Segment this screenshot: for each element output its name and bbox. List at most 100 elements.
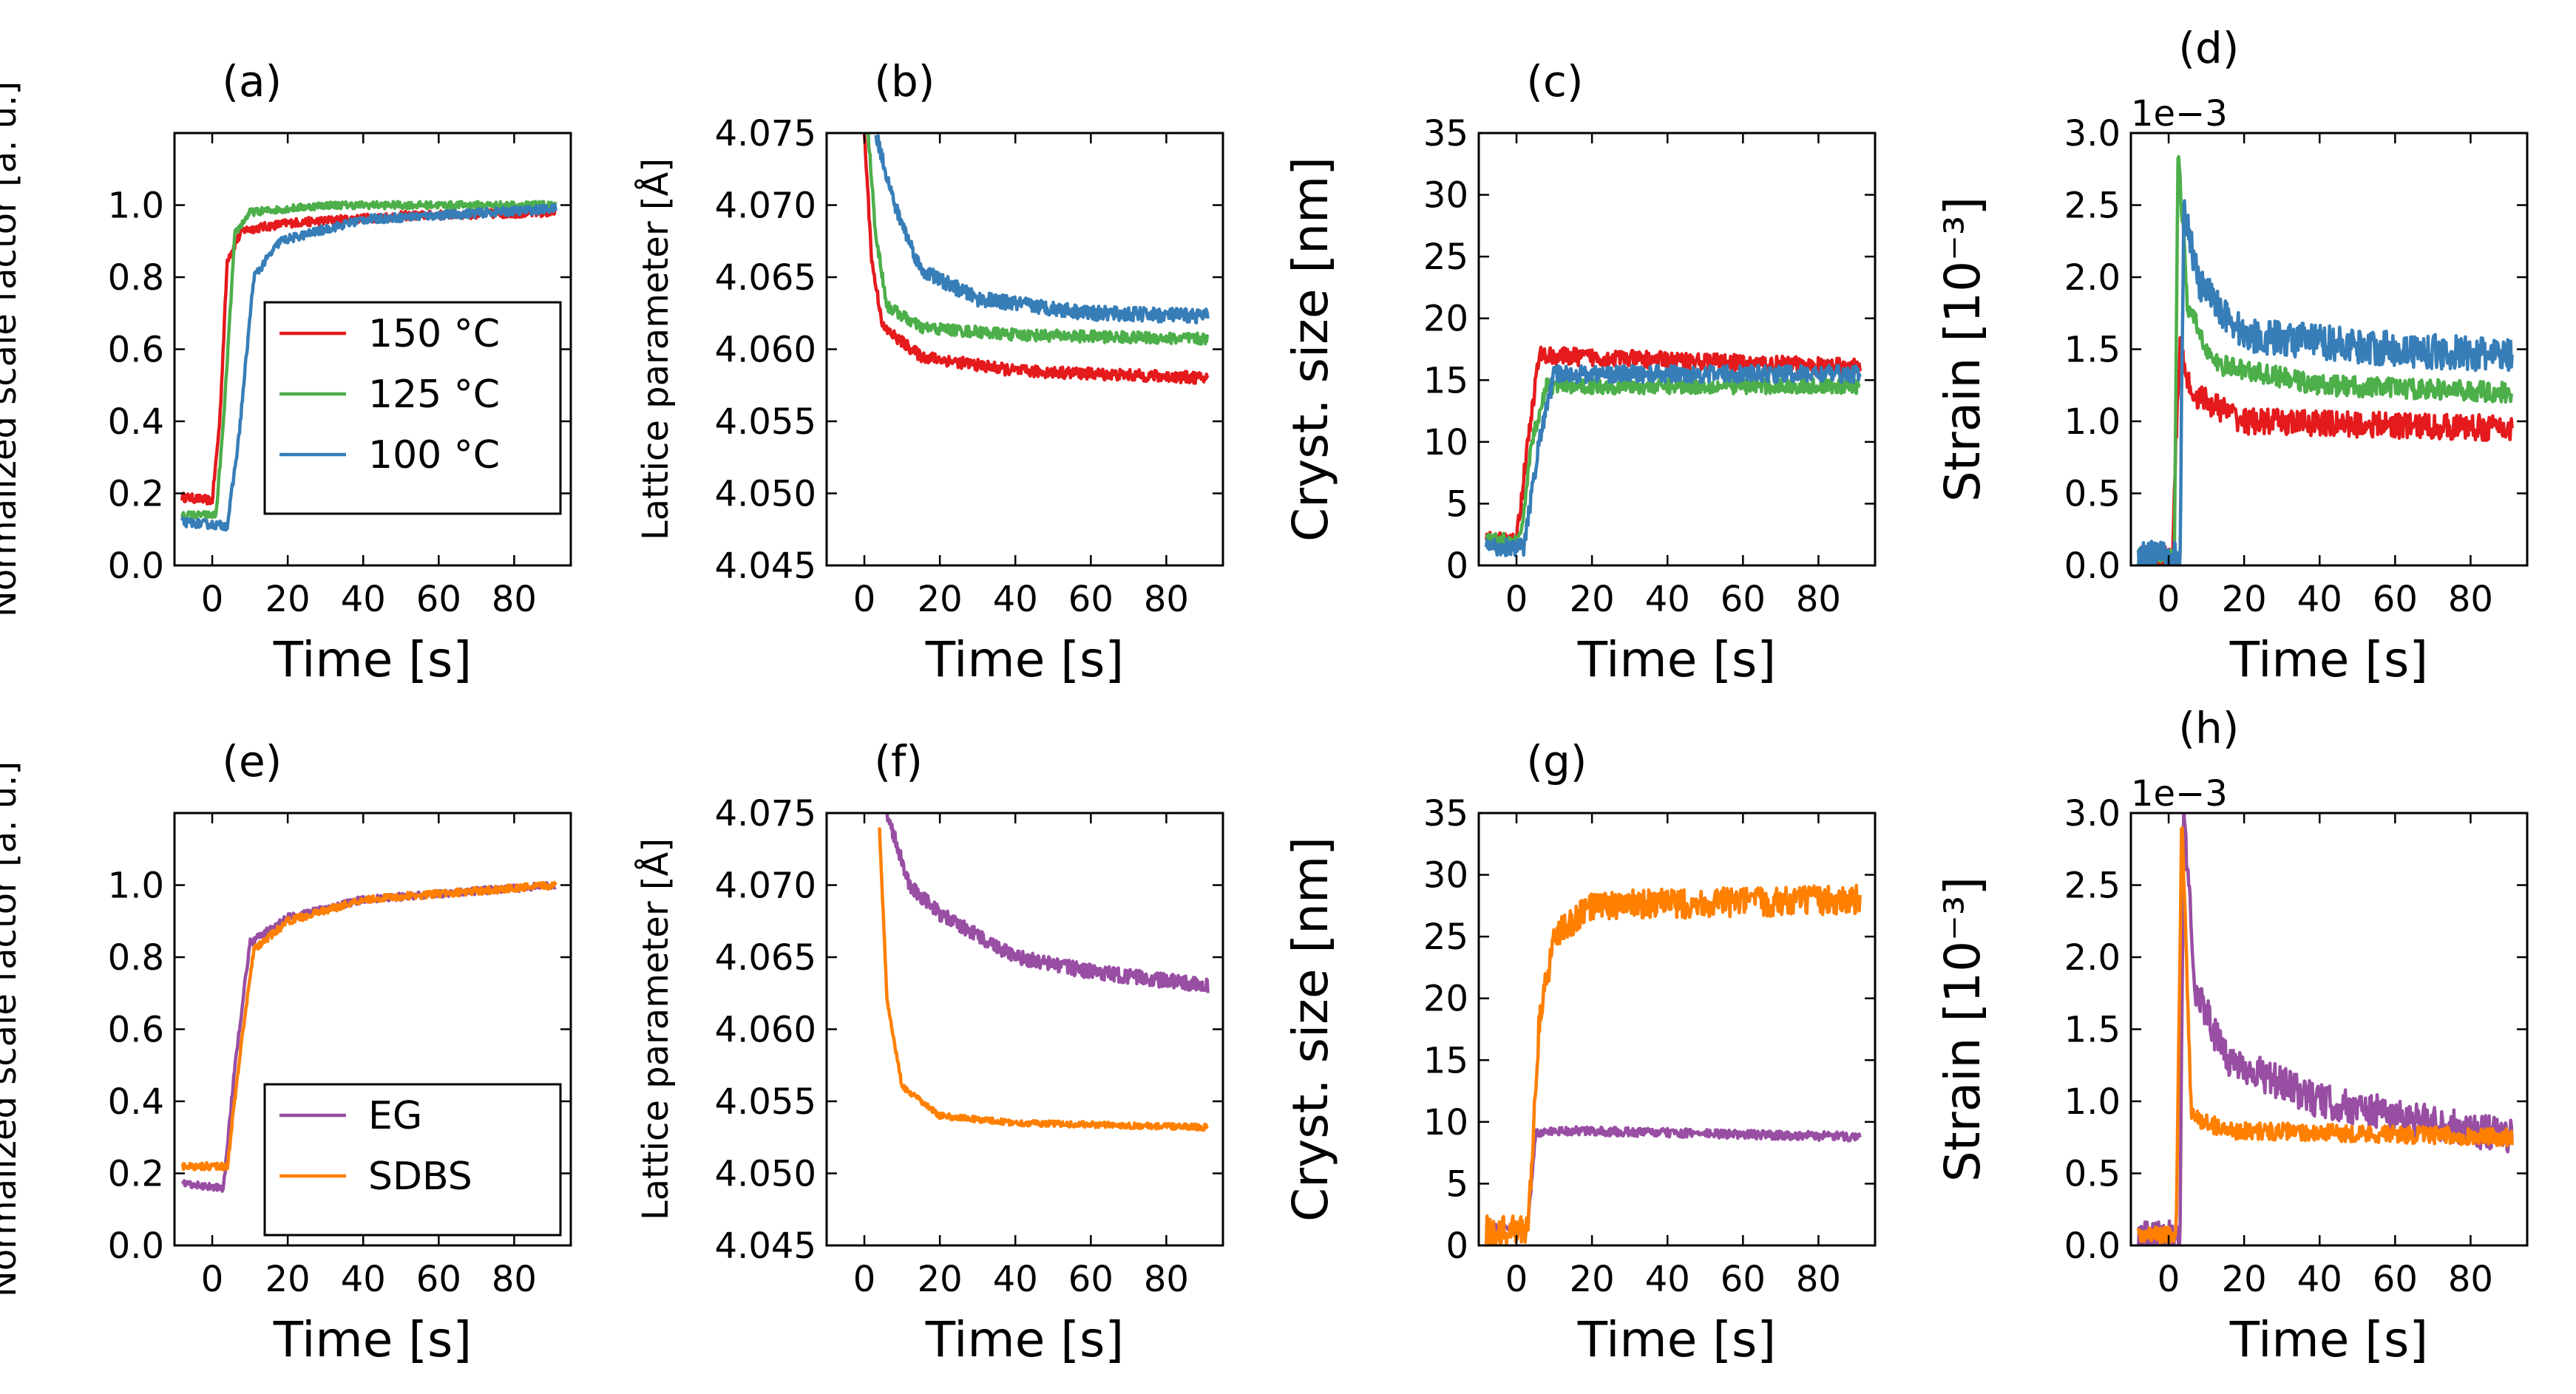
y-tick-label: 1.0 bbox=[2064, 401, 2121, 443]
x-tick-label: 80 bbox=[2448, 579, 2493, 620]
x-tick-label: 40 bbox=[1645, 1259, 1690, 1300]
panel-label: (b) bbox=[874, 56, 935, 106]
y-axis-label: Strain [10⁻³] bbox=[1934, 877, 1991, 1182]
panel-label: (h) bbox=[2178, 703, 2239, 753]
y-axis-label: Cryst. size [nm] bbox=[1282, 837, 1339, 1222]
y-tick-label: 30 bbox=[1423, 175, 1468, 217]
legend: EG SDBS bbox=[263, 1083, 562, 1237]
y-tick-label: 4.075 bbox=[715, 113, 816, 154]
legend-label: SDBS bbox=[368, 1155, 472, 1199]
x-tick-label: 60 bbox=[2373, 579, 2418, 620]
x-axis-label: Time [s] bbox=[925, 631, 1124, 688]
x-tick-label: 20 bbox=[918, 579, 963, 620]
series-line-c100 bbox=[2136, 199, 2514, 565]
x-tick-label: 20 bbox=[2222, 1259, 2267, 1300]
x-tick-label: 0 bbox=[201, 579, 224, 620]
y-tick-label: 2.5 bbox=[2064, 866, 2121, 907]
y-axis-label: Lattice parameter [Å] bbox=[634, 158, 677, 540]
series-line-EG bbox=[1485, 1125, 1862, 1233]
legend-box bbox=[263, 1083, 562, 1237]
y-tick-label: 1.5 bbox=[2064, 1010, 2121, 1051]
y-tick-label: 4.050 bbox=[715, 1154, 816, 1195]
y-tick-label: 5 bbox=[1445, 483, 1468, 525]
y-tick-label: 4.050 bbox=[715, 474, 816, 515]
x-tick-label: 20 bbox=[1570, 579, 1615, 620]
x-tick-label: 40 bbox=[993, 1259, 1038, 1300]
legend-label: EG bbox=[368, 1094, 422, 1138]
y-tick-label: 0.4 bbox=[108, 401, 164, 443]
plot-frame bbox=[825, 812, 1224, 1247]
y-tick-label: 4.055 bbox=[715, 1081, 816, 1123]
plot-frame bbox=[1477, 132, 1877, 567]
x-tick-label: 0 bbox=[2158, 579, 2180, 620]
axis-offset-text: 1e−3 bbox=[2131, 93, 2228, 135]
x-tick-label: 40 bbox=[993, 579, 1038, 620]
y-tick-label: 1.0 bbox=[2064, 1081, 2121, 1123]
x-tick-label: 40 bbox=[2297, 1259, 2342, 1300]
series-line-c125 bbox=[867, 133, 1210, 346]
y-tick-label: 3.0 bbox=[2064, 113, 2121, 154]
y-tick-label: 0.0 bbox=[2064, 1225, 2121, 1267]
y-tick-label: 2.5 bbox=[2064, 186, 2121, 227]
series-line-c150 bbox=[2137, 336, 2514, 565]
y-tick-label: 25 bbox=[1423, 237, 1468, 278]
y-tick-label: 0.5 bbox=[2064, 1154, 2121, 1195]
y-tick-label: 0.6 bbox=[108, 1010, 164, 1051]
x-tick-label: 60 bbox=[416, 1259, 461, 1300]
series-line-SDBS bbox=[180, 880, 557, 1172]
x-tick-label: 80 bbox=[1796, 579, 1841, 620]
y-axis-label: Cryst. size [nm] bbox=[1282, 157, 1339, 542]
series-line-EG bbox=[885, 813, 1210, 993]
panel-a: 0 20 40 60 80 0.0 0.2 0.4 0.6 0.8 1.0 Time [s] Norma… bbox=[0, 56, 572, 688]
x-tick-label: 0 bbox=[853, 579, 876, 620]
x-axis-label: Time [s] bbox=[2229, 1311, 2428, 1368]
panel-label: (d) bbox=[2178, 23, 2239, 73]
x-tick-label: 20 bbox=[2222, 579, 2267, 620]
panel-f: 0 20 40 60 80 4.045 4.050 4.055 4.060 4.065 4.070 4… bbox=[634, 736, 1224, 1368]
x-tick-label: 60 bbox=[416, 579, 461, 620]
y-tick-label: 3.0 bbox=[2064, 793, 2121, 834]
y-tick-label: 20 bbox=[1423, 979, 1468, 1020]
x-tick-label: 40 bbox=[1645, 579, 1690, 620]
plot-frame bbox=[1477, 812, 1877, 1247]
x-axis-label: Time [s] bbox=[1577, 631, 1776, 688]
y-tick-label: 0.0 bbox=[2064, 545, 2121, 587]
y-tick-label: 2.0 bbox=[2064, 257, 2121, 299]
panel-h: 0 20 40 60 80 0.0 0.5 1.0 1.5 2.0 2.5 3.0 Time [s] St… bbox=[1934, 703, 2529, 1368]
series-line-SDBS bbox=[1484, 883, 1862, 1245]
panel-label: (c) bbox=[1526, 56, 1583, 106]
series-line-c125 bbox=[2137, 154, 2514, 565]
series-line-c150 bbox=[862, 133, 1210, 385]
y-tick-label: 0.0 bbox=[108, 1225, 164, 1267]
series-line-EG bbox=[2137, 813, 2514, 1245]
panel-e: 0 20 40 60 80 0.0 0.2 0.4 0.6 0.8 1.0 Time [s] Norma… bbox=[0, 736, 572, 1368]
y-tick-label: 4.065 bbox=[715, 257, 816, 299]
y-tick-label: 15 bbox=[1423, 1040, 1468, 1081]
x-tick-label: 20 bbox=[265, 1259, 311, 1300]
x-tick-label: 60 bbox=[2373, 1259, 2418, 1300]
x-tick-label: 60 bbox=[1068, 1259, 1114, 1300]
y-tick-label: 0.5 bbox=[2064, 474, 2121, 515]
x-axis-label: Time [s] bbox=[1577, 1311, 1776, 1368]
y-tick-label: 1.0 bbox=[108, 866, 164, 907]
panel-g: 0 20 40 60 80 0 5 10 15 20 25 30 35 Time [s] Cryst. si… bbox=[1282, 736, 1877, 1368]
legend-label: 100 °C bbox=[368, 433, 500, 477]
x-axis-label: Time [s] bbox=[2229, 631, 2428, 688]
y-tick-label: 0.4 bbox=[108, 1081, 164, 1123]
series-line-c125 bbox=[180, 200, 557, 520]
panel-label: (g) bbox=[1526, 736, 1587, 786]
x-axis-label: Time [s] bbox=[273, 1311, 472, 1368]
x-tick-label: 80 bbox=[1796, 1259, 1841, 1300]
y-tick-label: 0 bbox=[1445, 545, 1468, 587]
y-tick-label: 0.8 bbox=[108, 937, 164, 979]
y-tick-label: 15 bbox=[1423, 360, 1468, 401]
x-tick-label: 0 bbox=[1505, 579, 1528, 620]
y-tick-label: 4.060 bbox=[715, 1010, 816, 1051]
panel-b: 0 20 40 60 80 4.045 4.050 4.055 4.060 4.065 4.070 4… bbox=[634, 56, 1224, 688]
y-tick-label: 35 bbox=[1423, 793, 1468, 834]
x-tick-label: 40 bbox=[2297, 579, 2342, 620]
series-line-c125 bbox=[1485, 377, 1861, 550]
y-tick-label: 4.055 bbox=[715, 401, 816, 443]
y-tick-label: 30 bbox=[1423, 855, 1468, 897]
legend: 150 °C 125 °C 100 °C bbox=[263, 301, 562, 515]
